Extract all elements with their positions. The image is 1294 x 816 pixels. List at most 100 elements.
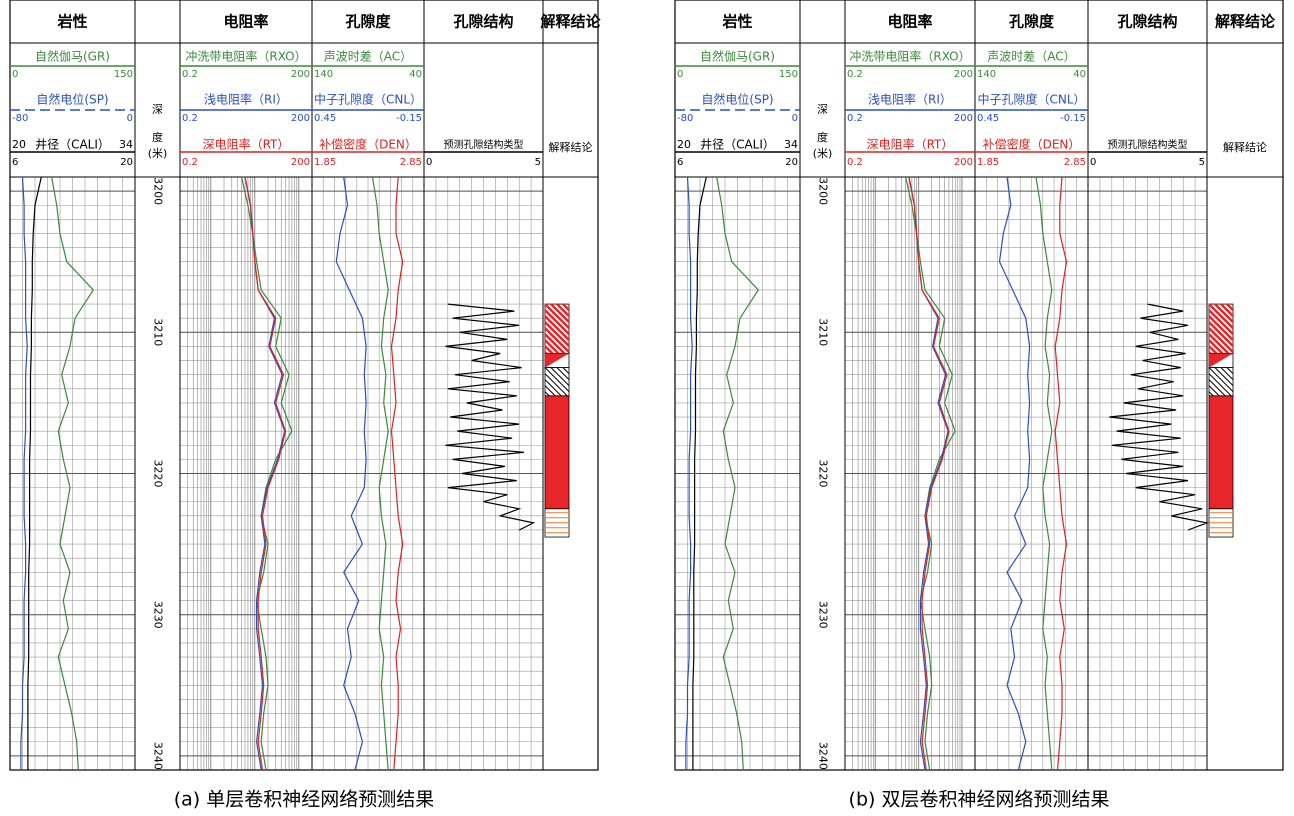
curve-label: 补偿密度（DEN） <box>319 137 417 152</box>
interval-hatch <box>1208 391 1214 397</box>
interval-hatch <box>1220 303 1234 317</box>
curve-scale-max: 40 <box>409 69 422 80</box>
track-title: 电阻率 <box>887 13 932 31</box>
curve-scale-max: 200 <box>291 157 310 168</box>
curve-scale-max: 200 <box>291 69 310 80</box>
log-curve <box>716 176 760 771</box>
interval-hatch <box>562 303 570 311</box>
curve-label: 井径（CALI） <box>700 138 775 152</box>
log-curve <box>685 176 693 770</box>
curve-scale-min: 1.85 <box>977 157 999 168</box>
interval-hatch <box>1220 367 1234 380</box>
interval-hatch <box>544 367 570 392</box>
curve-scale-min: 0.2 <box>182 69 198 80</box>
curve-scale-max: 20 <box>120 157 133 168</box>
depth-tick-label: 3210 <box>152 318 165 346</box>
depth-tick-label: 3200 <box>817 177 830 205</box>
track-title: 孔隙度 <box>1009 13 1055 31</box>
interval-hatch <box>1208 373 1232 397</box>
interval-triangle <box>545 353 569 368</box>
curve-scale-min: 0 <box>12 69 18 80</box>
curve-label-scale: 20 <box>677 138 691 151</box>
interval-hatch <box>550 303 570 323</box>
track-title: 孔隙结构 <box>1117 13 1177 31</box>
depth-unit-label: 度 <box>817 130 828 144</box>
depth-tick-label: 3220 <box>817 460 830 488</box>
interval-hatch <box>544 373 568 397</box>
depth-tick-label: 3230 <box>817 601 830 629</box>
curve-label-scale: 20 <box>12 138 26 151</box>
track-title: 电阻率 <box>223 13 268 31</box>
interval-hatch <box>544 315 570 341</box>
track-title: 解释结论 <box>540 13 601 31</box>
interval-hatch <box>1208 315 1234 341</box>
log-curve <box>20 176 28 770</box>
curve-scale-min: 6 <box>12 157 18 168</box>
frame <box>674 0 1284 771</box>
log-curve <box>1035 176 1053 771</box>
track-title: 孔隙结构 <box>453 13 513 31</box>
curve-label: 补偿密度（DEN） <box>983 137 1081 152</box>
curve-scale-max: -0.15 <box>1060 113 1086 124</box>
interval-hatch <box>1208 309 1234 335</box>
interval-hatch <box>1208 367 1234 392</box>
curve-scale-max: 200 <box>291 113 310 124</box>
interval-hatch <box>1208 345 1218 355</box>
curve-scale-min: 0.2 <box>847 157 863 168</box>
interval-hatch <box>1208 321 1234 347</box>
depth-unit-label: (米) <box>813 147 833 160</box>
curve-scale-max: 200 <box>954 69 973 80</box>
log-curve <box>240 176 293 771</box>
interval-hatch <box>544 339 560 355</box>
curve-scale-min: 0.2 <box>847 69 863 80</box>
curve-label-scale: 34 <box>784 138 798 151</box>
interval-hatch <box>544 321 570 347</box>
curve-scale-min: 0.2 <box>847 113 863 124</box>
curve-scale-min: 140 <box>314 69 333 80</box>
curve-label: 浅电阻率（RI） <box>868 92 952 107</box>
interval-hatch <box>556 303 570 317</box>
log-curve <box>1054 176 1068 771</box>
curve-label: 预测孔隙结构类型 <box>1108 138 1188 151</box>
log-curve <box>371 176 389 771</box>
interval-hatch <box>1208 333 1230 355</box>
interval <box>1208 395 1234 510</box>
depth-unit-label: (米) <box>148 147 168 160</box>
curve-scale-min: -80 <box>12 113 28 124</box>
interval-hatch <box>562 367 570 374</box>
depth-unit-label: 度 <box>152 130 163 144</box>
curve-scale-min: 0 <box>1090 157 1096 168</box>
interval-hatch <box>556 367 570 380</box>
depth-tick-label: 3210 <box>817 318 830 346</box>
interval-hatch <box>550 367 570 386</box>
curve-scale-max: 0 <box>792 113 798 124</box>
log-curve <box>998 176 1031 771</box>
curve-scale-min: 0 <box>677 69 683 80</box>
interval-hatch <box>1214 367 1234 386</box>
curve-label: 深电阻率（RT） <box>203 137 290 152</box>
curve-scale-min: 0 <box>426 157 432 168</box>
interval-hatch <box>1226 303 1234 311</box>
interval-hatch <box>1208 379 1226 397</box>
curve-scale-max: 20 <box>785 157 798 168</box>
curve-label: 冲洗带电阻率（RXO） <box>185 49 306 64</box>
interval-hatch <box>1208 385 1220 397</box>
interval-hatch <box>1208 303 1234 329</box>
curve-scale-min: 0.2 <box>182 157 198 168</box>
depth-tick-label: 3220 <box>152 460 165 488</box>
curve-label: 自然伽马(GR) <box>35 49 110 64</box>
log-curve <box>390 176 404 771</box>
log-curve <box>445 303 536 531</box>
interval-hatch <box>544 345 554 355</box>
log-curve <box>244 176 287 771</box>
curve-scale-min: 140 <box>977 69 996 80</box>
log-curve <box>905 176 956 771</box>
curve-scale-max: 40 <box>1073 69 1086 80</box>
curve-label: 声波时差（AC） <box>987 50 1075 64</box>
interval-hatch <box>1208 327 1234 353</box>
log-curve <box>27 176 42 770</box>
depth-tick-label: 3200 <box>152 177 165 205</box>
curve-scale-max: 5 <box>535 157 541 168</box>
depth-tick-label: 3240 <box>152 742 165 770</box>
